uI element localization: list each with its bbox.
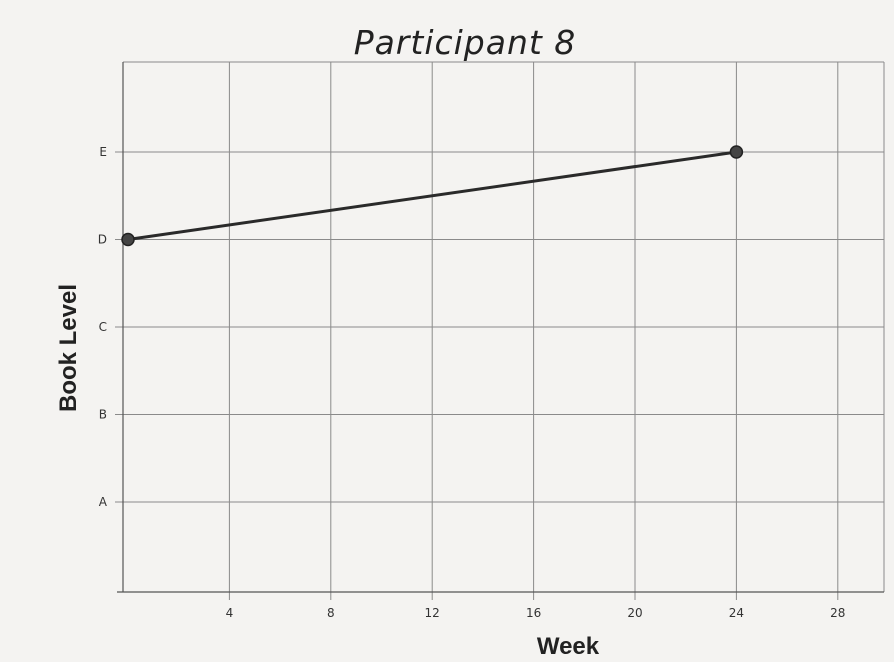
x-tick-label-28: 28 (830, 606, 845, 620)
y-tick-label-E: E (99, 145, 107, 159)
axes (117, 62, 884, 593)
x-tick-labels: 4 8 12 16 20 24 28 (226, 606, 846, 620)
grid (115, 61, 885, 600)
x-axis-title: Week (537, 633, 600, 660)
x-tick-label-16: 16 (526, 606, 541, 620)
y-tick-label-A: A (99, 495, 108, 509)
x-tick-label-8: 8 (327, 606, 335, 620)
series-line-0 (127, 150, 737, 241)
x-tick-label-4: 4 (226, 606, 234, 620)
y-tick-label-B: B (99, 408, 107, 422)
x-tick-label-20: 20 (627, 606, 642, 620)
data-point-0-1 (729, 145, 744, 159)
y-tick-label-D: D (98, 233, 107, 247)
y-tick-labels: A B C D E (98, 145, 108, 509)
series (121, 145, 744, 247)
chart-title: Participant 8 (354, 23, 577, 62)
data-point-0-0 (121, 232, 135, 247)
x-tick-label-12: 12 (425, 606, 440, 620)
x-tick-label-24: 24 (729, 606, 744, 620)
y-axis-title: Book Level (55, 284, 82, 412)
y-tick-label-C: C (99, 320, 107, 334)
